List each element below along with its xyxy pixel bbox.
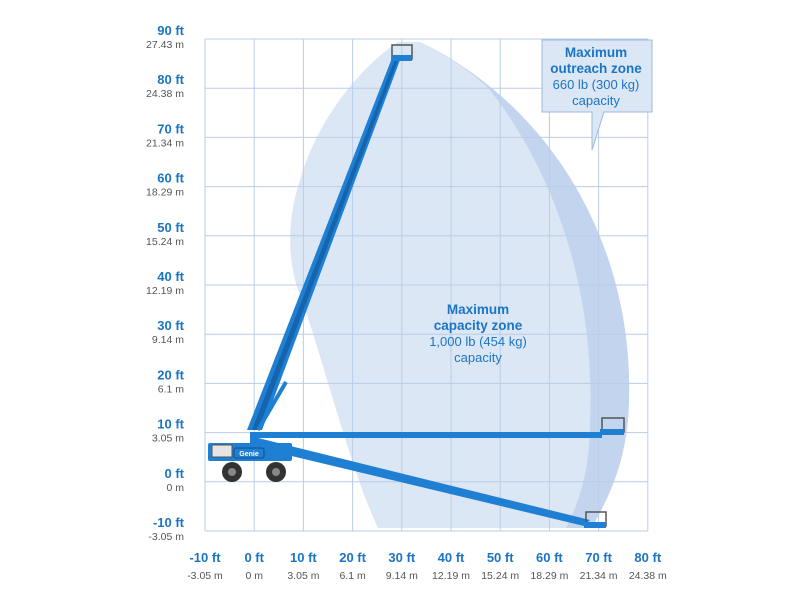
capacity-zone-suffix: capacity — [454, 350, 502, 365]
x-tick-label-m: 15.24 m — [481, 570, 519, 582]
x-tick-label-m: 24.38 m — [629, 570, 667, 582]
boom-vertical-shadow — [252, 59, 398, 430]
chassis: Genie — [208, 443, 292, 482]
y-tick-label-ft: 0 ft — [165, 466, 185, 481]
x-tick-label-ft: 50 ft — [487, 550, 514, 565]
grid — [204, 38, 649, 532]
y-tick-label-m: 24.38 m — [146, 88, 184, 100]
platform-horizontal — [600, 417, 625, 435]
x-tick-label-m: 18.29 m — [530, 570, 568, 582]
y-tick-label-ft: 60 ft — [157, 171, 184, 186]
x-tick-label-m: 6.1 m — [339, 570, 366, 582]
y-tick-label-ft: 10 ft — [157, 417, 184, 432]
x-tick-label-m: 3.05 m — [287, 570, 319, 582]
lift-cylinder — [256, 380, 288, 432]
capacity-zone-load: 1,000 lb (454 kg) — [429, 334, 527, 349]
y-tick-label-m: 18.29 m — [146, 187, 184, 199]
x-tick-label-m: 12.19 m — [432, 570, 470, 582]
capacity-zone-title-line2: capacity zone — [434, 318, 523, 333]
platform-top — [391, 44, 413, 61]
boom-horizontal — [250, 432, 602, 438]
outreach-zone-title-line2: outreach zone — [550, 61, 642, 76]
y-tick-label-m: -3.05 m — [148, 531, 184, 543]
y-tick-label-m: 6.1 m — [158, 383, 185, 395]
x-tick-label-ft: 10 ft — [290, 550, 317, 565]
y-tick-label-ft: 50 ft — [157, 220, 184, 235]
y-tick-label-m: 15.24 m — [146, 236, 184, 248]
y-tick-label-m: 9.14 m — [152, 334, 184, 346]
y-tick-label-m: 3.05 m — [152, 433, 184, 445]
x-tick-label-ft: 0 ft — [244, 550, 264, 565]
outreach-callout-box — [541, 39, 653, 151]
y-tick-label-m: 0 m — [166, 482, 184, 494]
brand-logo-text: Genie — [239, 451, 259, 458]
x-tick-label-ft: 30 ft — [388, 550, 415, 565]
outreach-zone-title-line1: Maximum — [565, 45, 627, 60]
outreach-zone-load: 660 lb (300 kg) — [553, 77, 640, 92]
y-tick-label-m: 27.43 m — [146, 39, 184, 51]
y-tick-label-ft: 80 ft — [157, 72, 184, 87]
x-tick-label-m: 21.34 m — [580, 570, 618, 582]
x-axis-labels: -10 ft -3.05 m 0 ft 0 m 10 ft 3.05 m 20 ft 6.1 … — [187, 550, 667, 582]
lift-machine: Genie — [208, 44, 625, 528]
y-tick-label-ft: 20 ft — [157, 367, 184, 382]
x-tick-label-m: 9.14 m — [386, 570, 418, 582]
x-tick-label-ft: 80 ft — [634, 550, 661, 565]
y-tick-label-ft: -10 ft — [153, 515, 185, 530]
y-tick-label-ft: 90 ft — [157, 23, 184, 38]
x-tick-label-ft: 20 ft — [339, 550, 366, 565]
x-tick-label-ft: 40 ft — [438, 550, 465, 565]
outreach-zone-suffix: capacity — [572, 93, 620, 108]
boom-lowered — [250, 436, 590, 526]
y-tick-label-ft: 40 ft — [157, 269, 184, 284]
y-tick-label-m: 21.34 m — [146, 137, 184, 149]
capacity-zone-title-line1: Maximum — [447, 302, 509, 317]
x-tick-label-m: 0 m — [245, 570, 263, 582]
x-tick-label-m: -3.05 m — [187, 570, 223, 582]
capacity-zone-label: Maximum capacity zone 1,000 lb (454 kg) … — [429, 302, 527, 365]
outreach-zone-callout: Maximum outreach zone 660 lb (300 kg) ca… — [541, 39, 653, 151]
platform-low — [584, 511, 607, 528]
y-tick-label-ft: 70 ft — [157, 121, 184, 136]
x-tick-label-ft: 60 ft — [536, 550, 563, 565]
y-tick-label-ft: 30 ft — [157, 318, 184, 333]
x-tick-label-ft: -10 ft — [189, 550, 221, 565]
y-tick-label-m: 12.19 m — [146, 285, 184, 297]
x-tick-label-ft: 70 ft — [585, 550, 612, 565]
